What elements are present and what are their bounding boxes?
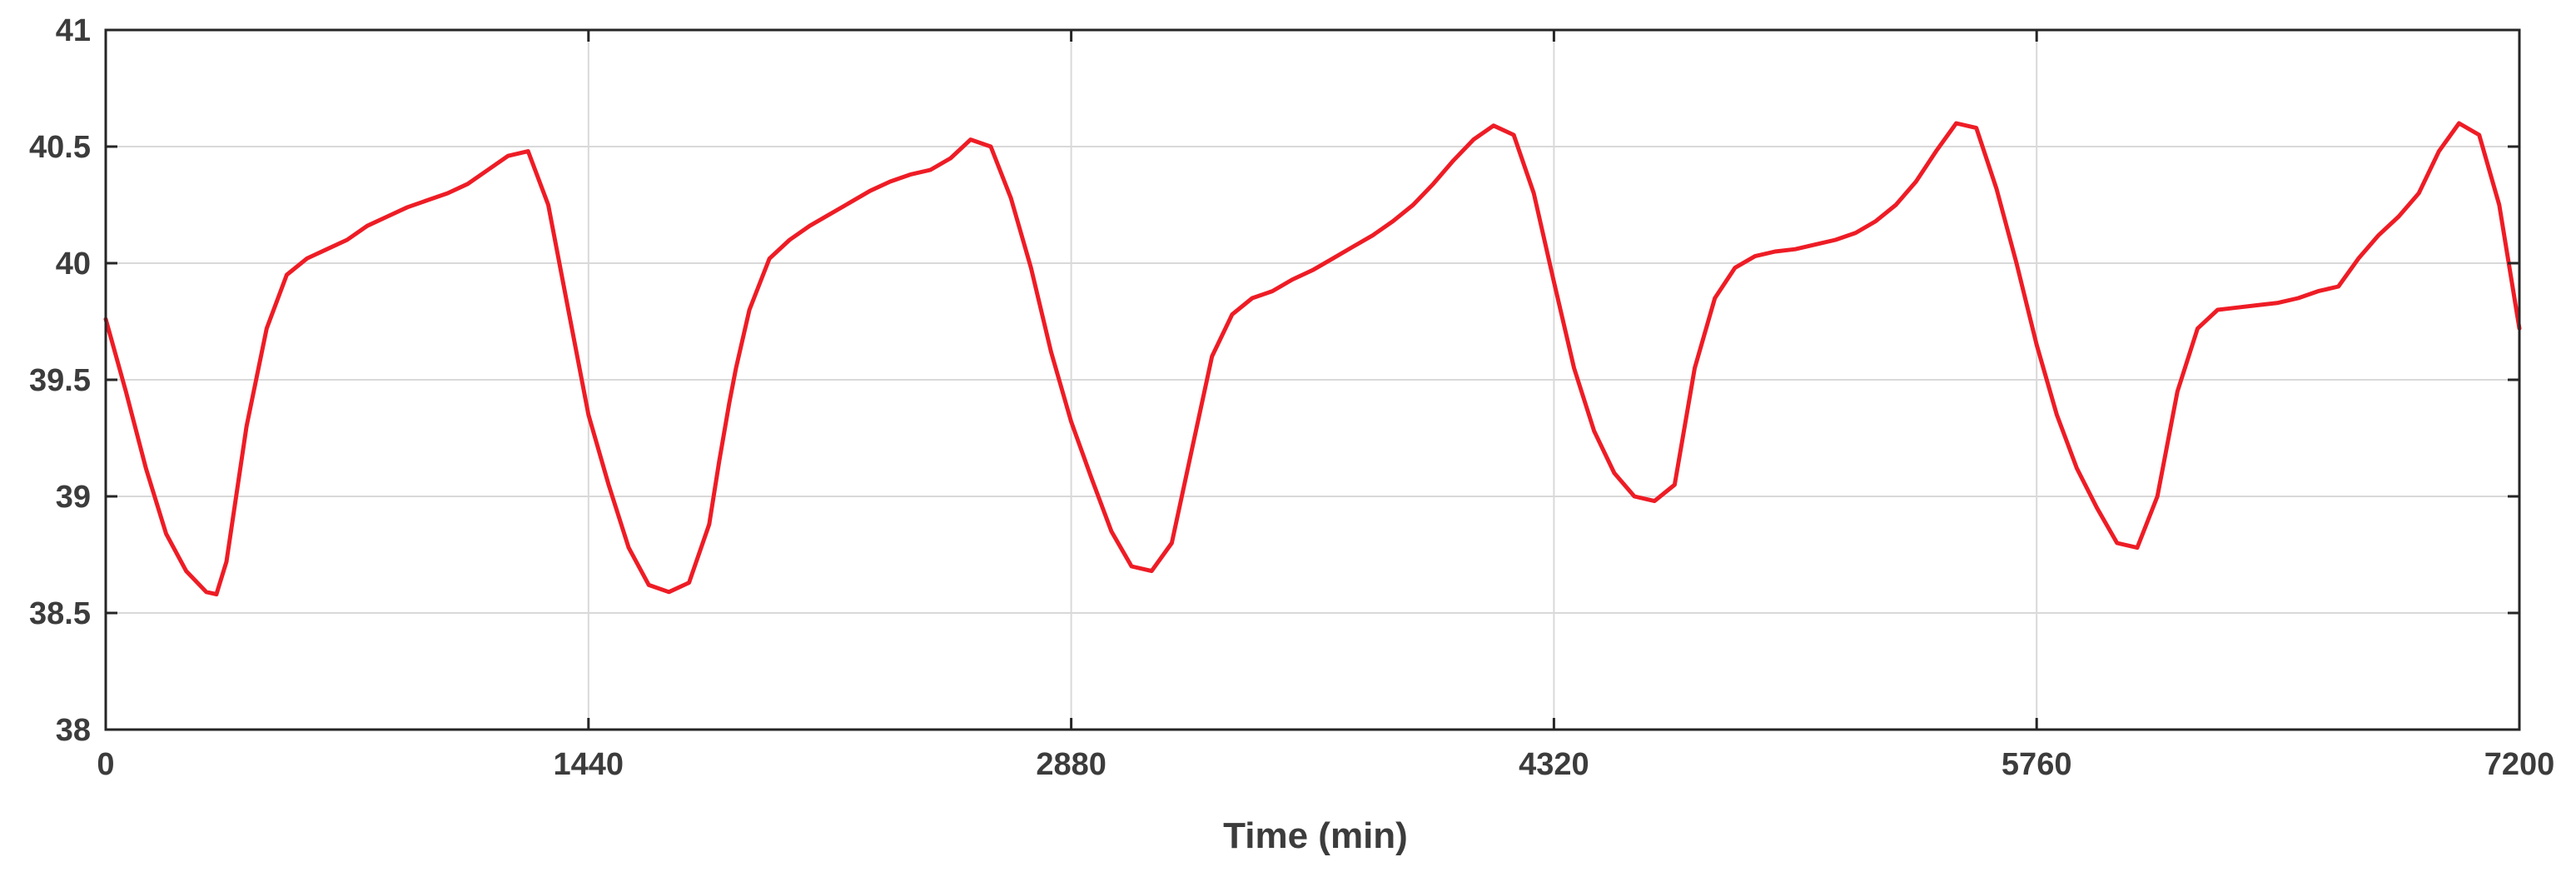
y-tick-label: 40.5 — [29, 130, 91, 165]
x-tick-label: 7200 — [2484, 747, 2555, 782]
y-tick-label: 39.5 — [29, 363, 91, 398]
y-tick-label: 38 — [56, 713, 91, 748]
x-tick-label: 5760 — [2002, 747, 2072, 782]
series-line-0 — [103, 121, 2522, 597]
grid-lines — [106, 30, 2519, 730]
axes — [104, 28, 2521, 731]
y-tick-label: 39 — [56, 480, 91, 515]
x-tick-label: 0 — [97, 747, 114, 782]
y-tick-label: 38.5 — [29, 596, 91, 631]
y-tick-label: 41 — [56, 13, 91, 48]
x-tick-label: 1440 — [554, 747, 624, 782]
x-tick-label: 2880 — [1036, 747, 1106, 782]
y-tick-label: 40 — [56, 247, 91, 282]
x-axis-title: Time (min) — [1223, 815, 1408, 856]
x-tick-label: 4320 — [1519, 747, 1589, 782]
tick-labels: 0 1440 2880 4320 5760 7200 38 38.5 39 39.5 40 40.5 4… — [29, 13, 2554, 782]
series-layer — [103, 121, 2522, 597]
